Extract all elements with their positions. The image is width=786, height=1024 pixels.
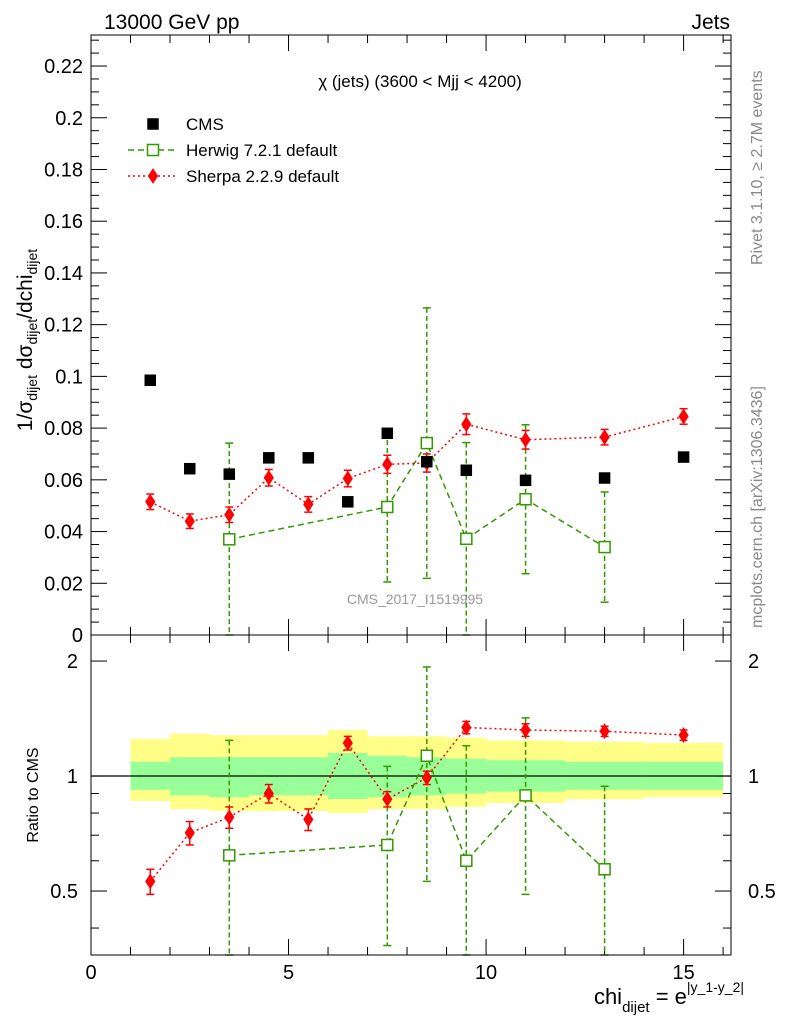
herwig-marker bbox=[460, 532, 473, 546]
ratio-y-tick-label: 0.5 bbox=[50, 881, 78, 903]
ratio-herwig-marker bbox=[420, 749, 434, 763]
sherpa-marker bbox=[678, 408, 689, 425]
ratio-y-tick-label-right: 2 bbox=[748, 651, 759, 673]
ratio-sherpa-marker bbox=[263, 785, 274, 802]
main-y-tick-label: 0.14 bbox=[44, 263, 83, 285]
main-y-tick-label: 0.16 bbox=[44, 211, 83, 233]
cms-marker bbox=[223, 468, 236, 480]
herwig-line bbox=[229, 441, 605, 548]
main-title: χ (jets) (3600 < Mjj < 4200) bbox=[318, 72, 522, 91]
ratio-data-marks bbox=[145, 666, 689, 956]
ratio-sherpa-marker bbox=[342, 735, 353, 751]
main-y-tick-label: 0.02 bbox=[44, 573, 83, 595]
ratio-herwig-marker bbox=[381, 838, 394, 852]
cms-marker bbox=[302, 452, 315, 464]
sherpa-marker bbox=[303, 496, 314, 513]
analysis-watermark: CMS_2017_I1519995 bbox=[347, 591, 483, 607]
ratio-sherpa-marker bbox=[599, 723, 610, 740]
sherpa-marker bbox=[342, 470, 353, 487]
ratio-sherpa-marker bbox=[224, 809, 235, 826]
x-axis-label: chidijet = e|y_1-y_2| bbox=[594, 979, 744, 1016]
legend-herwig-marker bbox=[146, 143, 160, 157]
ratio-sherpa-marker bbox=[303, 811, 314, 828]
cms-marker bbox=[144, 374, 157, 387]
sherpa-marker bbox=[520, 431, 531, 448]
main-y-tick-label: 0 bbox=[72, 625, 83, 647]
sherpa-marker bbox=[382, 456, 393, 473]
herwig-marker bbox=[598, 540, 611, 554]
sherpa-marker bbox=[145, 493, 156, 510]
cms-marker bbox=[381, 427, 394, 440]
ratio-y-tick-label-right: 0.5 bbox=[748, 881, 776, 903]
ratio-y-axis-label: Ratio to CMS bbox=[25, 747, 42, 842]
ratio-sherpa-marker bbox=[678, 727, 689, 744]
ratio-herwig-marker bbox=[223, 849, 236, 862]
ratio-uncertainty-bands bbox=[91, 729, 731, 814]
ratio-sherpa-marker bbox=[145, 873, 156, 890]
sherpa-marker bbox=[599, 429, 610, 446]
ratio-sherpa-marker bbox=[184, 824, 195, 841]
main-axis-ticks: 0 0.02 0.04 0.06 0.08 0.1 0.12 0.14 0.16 0.18 0.2 0… bbox=[44, 35, 731, 647]
ratio-herwig-marker bbox=[598, 863, 611, 876]
herwig-marker bbox=[223, 533, 236, 546]
cms-marker bbox=[598, 472, 611, 484]
main-y-tick-label: 0.12 bbox=[44, 315, 83, 337]
ratio-y-tick-label: 2 bbox=[67, 651, 78, 673]
legend-sherpa-label: Sherpa 2.2.9 default bbox=[186, 167, 339, 186]
x-tick-label: 0 bbox=[85, 962, 96, 984]
ratio-herwig-marker bbox=[460, 854, 473, 868]
sherpa-marker bbox=[461, 416, 472, 433]
rivet-version-label: Rivet 3.1.10, ≥ 2.7M events bbox=[749, 70, 766, 265]
cms-marker bbox=[519, 474, 532, 487]
ratio-sherpa-marker bbox=[421, 769, 432, 786]
cms-marker bbox=[342, 496, 354, 508]
legend-herwig-label: Herwig 7.2.1 default bbox=[186, 141, 337, 160]
cms-marker bbox=[460, 464, 473, 477]
x-tick-label: 5 bbox=[283, 962, 294, 984]
ratio-sherpa-marker bbox=[461, 719, 472, 736]
main-y-tick-label: 0.1 bbox=[55, 366, 83, 388]
ratio-frame bbox=[90, 634, 732, 956]
ratio-herwig-line bbox=[229, 753, 606, 870]
header-process-label: Jets bbox=[691, 11, 730, 34]
main-y-tick-label: 0.2 bbox=[55, 108, 83, 130]
cms-marker bbox=[677, 451, 690, 463]
ratio-panel: 0 5 10 15 0.5 0.5 1 1 2 2 Ratio to CMS chidijet =… bbox=[25, 634, 776, 1016]
cms-marker bbox=[421, 455, 433, 468]
legend-cms-label: CMS bbox=[186, 115, 224, 134]
ratio-sherpa-marker bbox=[382, 791, 393, 808]
legend-cms-marker bbox=[147, 118, 159, 130]
x-tick-label: 10 bbox=[475, 962, 497, 984]
main-panel: 0 0.02 0.04 0.06 0.08 0.1 0.12 0.14 0.16 0.18 0.2 0… bbox=[14, 34, 732, 647]
cms-marker bbox=[263, 452, 275, 464]
main-y-tick-label: 0.18 bbox=[44, 159, 83, 181]
main-y-tick-label: 0.04 bbox=[44, 522, 83, 544]
legend-sherpa-marker bbox=[147, 168, 159, 184]
header-energy-label: 13000 GeV pp bbox=[104, 11, 239, 34]
x-tick-label: 15 bbox=[672, 962, 694, 984]
sherpa-marker bbox=[224, 506, 235, 523]
herwig-marker bbox=[381, 500, 394, 514]
ratio-axis-ticks: 0 5 10 15 0.5 0.5 1 1 2 2 bbox=[50, 635, 776, 984]
herwig-marker bbox=[519, 492, 532, 506]
ratio-herwig-marker bbox=[519, 789, 532, 802]
mcplots-source-label: mcplots.cern.ch [arXiv:1306.3436] bbox=[749, 386, 766, 628]
sherpa-marker bbox=[263, 469, 274, 486]
sherpa-marker bbox=[184, 513, 195, 530]
ratio-y-tick-label: 1 bbox=[67, 766, 78, 788]
ratio-sherpa-marker bbox=[520, 722, 531, 738]
main-y-tick-label: 0.06 bbox=[44, 470, 83, 492]
legend: CMS Herwig 7.2.1 default Sherpa 2.2.9 defa… bbox=[128, 115, 339, 186]
cms-marker bbox=[184, 462, 196, 475]
main-data-marks bbox=[144, 307, 690, 636]
ratio-y-tick-label-right: 1 bbox=[748, 766, 759, 788]
herwig-marker bbox=[420, 436, 434, 450]
main-y-tick-label: 0.08 bbox=[44, 418, 83, 440]
main-y-tick-label: 0.22 bbox=[44, 56, 83, 78]
main-y-axis-label: 1/σdijet dσdijet/dchidijet bbox=[14, 249, 40, 431]
